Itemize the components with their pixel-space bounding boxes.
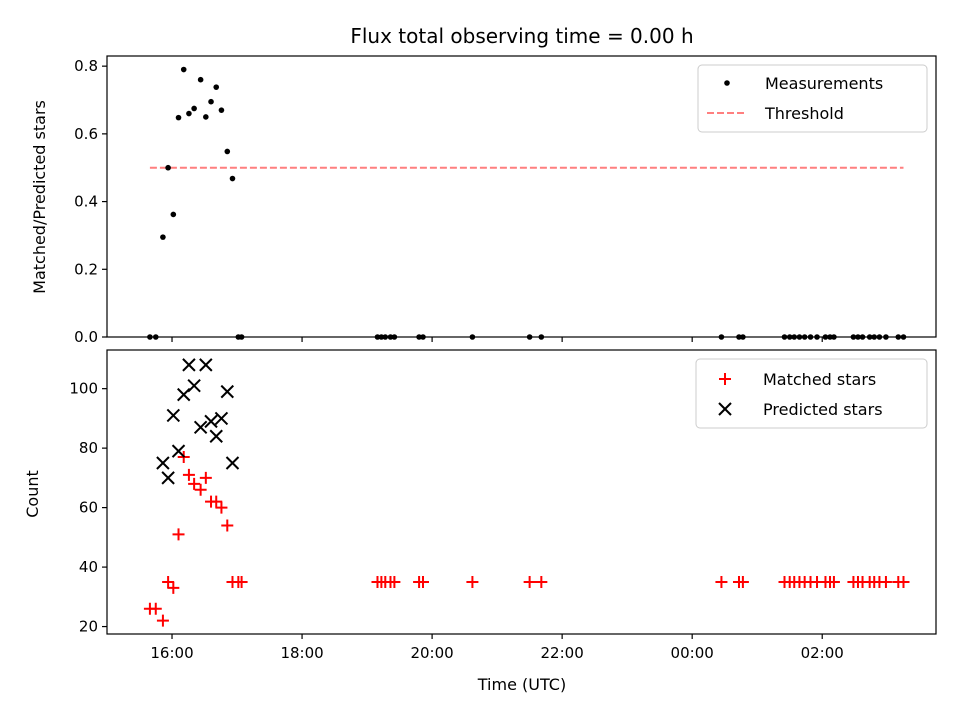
top-y-axis: 0.0 0.2 0.4 0.6 0.8 [74, 57, 107, 346]
bottom-x-axis-label: Time (UTC) [477, 675, 566, 694]
measurement-point [197, 76, 204, 83]
matched-star-point [215, 501, 228, 514]
measurement-point [218, 107, 225, 113]
matched-star-point [736, 575, 749, 588]
matched-star-point [210, 495, 223, 508]
matched-star-point [188, 477, 201, 490]
matched-star-point [182, 468, 195, 481]
measurement-point [180, 66, 187, 73]
matched-star-point [897, 575, 910, 588]
matched-star-point [235, 575, 248, 588]
matched-star-point [388, 575, 401, 588]
predicted-star-point [187, 378, 201, 393]
top-y-axis-label: Matched/Predicted stars [30, 100, 49, 294]
matched-star-point [167, 581, 180, 594]
predicted-star-point [220, 384, 234, 399]
top-legend-box [697, 64, 928, 133]
predicted-star-point [214, 411, 229, 426]
predicted-star-point [209, 429, 223, 443]
matched-star-point [535, 575, 548, 588]
top-plot-frame [106, 55, 937, 338]
measurement-point [160, 234, 166, 240]
predicted-star-point [225, 456, 240, 470]
legend-matched-stars-label: Matched stars [763, 370, 876, 389]
bottom-x-tick-label: 02:00 [801, 644, 844, 662]
measurement-point [191, 105, 197, 112]
bottom-y-tick-label: 40 [79, 558, 98, 576]
matched-star-point [172, 528, 185, 541]
bottom-x-tick-label: 00:00 [671, 644, 714, 662]
matched-star-point [416, 575, 429, 588]
bottom-x-axis: 16:00 18:00 20:00 22:00 00:00 02:00 [150, 634, 844, 662]
bottom-y-tick-label: 60 [79, 499, 98, 517]
top-y-tick-label: 0.8 [74, 57, 98, 75]
measurement-point [229, 175, 236, 182]
measurement-point [203, 114, 209, 120]
top-legend: Measurements Threshold [697, 64, 928, 133]
matched-star-point [466, 575, 479, 588]
bottom-x-tick-label: 16:00 [150, 644, 193, 662]
predicted-star-point [156, 456, 170, 470]
measurement-point [186, 110, 192, 117]
top-y-tick-label: 0.6 [74, 125, 98, 143]
measurement-point [213, 84, 220, 90]
predicted-star-point [204, 414, 218, 429]
legend-threshold-label: Threshold [764, 104, 844, 123]
matched-star-point [156, 614, 169, 627]
top-plot-panel: 0.00.20.40.60.8 Matched/Predicted stars … [30, 55, 937, 346]
predicted-star-point [166, 408, 181, 423]
legend-predicted-stars-marker [718, 402, 732, 416]
bottom-legend: Matched stars Predicted stars [695, 358, 928, 429]
top-y-tick-label: 0.0 [74, 328, 98, 346]
measurement-point [208, 98, 214, 105]
matched-star-point [715, 575, 728, 588]
matched-star-point [194, 483, 207, 496]
predicted-star-point [177, 387, 191, 402]
bottom-y-tick-label: 20 [79, 618, 98, 636]
measurement-point [165, 164, 171, 171]
predicted-star-point [171, 444, 186, 458]
predicted-star-point [161, 471, 175, 485]
bottom-y-tick-label: 80 [79, 439, 98, 457]
measurement-point [224, 148, 231, 155]
matched-star-point [879, 575, 892, 588]
legend-matched-stars-marker [719, 373, 731, 385]
matched-star-point [199, 471, 212, 484]
bottom-y-axis: 20 40 60 80 100 [69, 380, 107, 636]
bottom-legend-box [695, 358, 928, 429]
matched-star-point [149, 602, 162, 615]
bottom-x-tick-label: 22:00 [541, 644, 584, 662]
bottom-plot-marks [143, 358, 910, 627]
bottom-x-tick-label: 20:00 [410, 644, 453, 662]
measurement-point [170, 211, 177, 218]
bottom-plot-panel: 20 40 60 80 100 16:00 18:00 20:00 22:00 00:00 02:… [23, 349, 937, 694]
bottom-plot-frame [106, 349, 937, 635]
legend-predicted-stars-label: Predicted stars [763, 400, 883, 419]
bottom-y-tick-label: 100 [69, 380, 98, 398]
matched-star-point [162, 575, 175, 588]
predicted-star-point [199, 358, 213, 372]
matched-star-point [221, 519, 234, 532]
top-y-tick-label: 0.4 [74, 193, 98, 211]
matched-star-point [523, 575, 536, 588]
predicted-star-point [182, 358, 196, 372]
legend-measurements-marker [724, 80, 730, 86]
top-x-axis [171, 337, 823, 342]
bottom-x-tick-label: 18:00 [280, 644, 323, 662]
legend-measurements-label: Measurements [765, 74, 883, 93]
predicted-star-point [193, 420, 208, 435]
top-chart-title: Flux total observing time = 0.00 h [350, 24, 693, 48]
bottom-y-axis-label: Count [23, 470, 42, 518]
matched-star-point [827, 575, 840, 588]
measurement-point [175, 114, 182, 121]
top-y-tick-label: 0.2 [74, 260, 98, 278]
